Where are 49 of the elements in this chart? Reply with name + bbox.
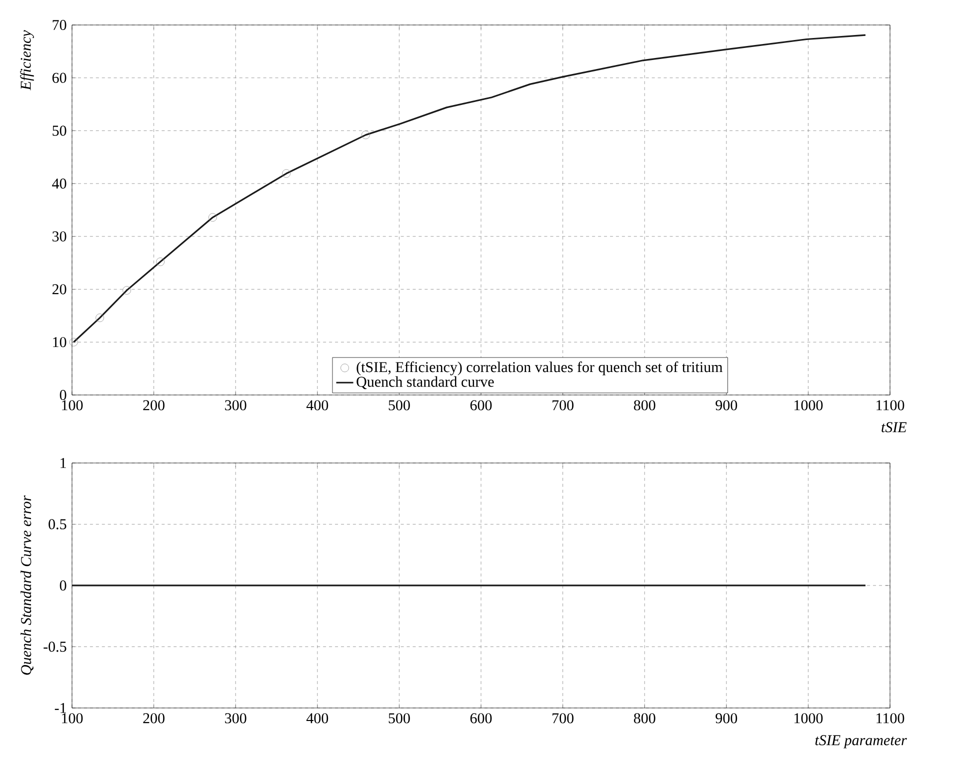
x-tick-label: 900 [716, 713, 738, 724]
y-axis-title: Quench Standard Curve error [20, 495, 34, 675]
x-tick-label: 100 [62, 713, 83, 724]
x-tick-label: 600 [470, 400, 492, 410]
x-tick-label: 400 [306, 713, 328, 724]
point [122, 286, 132, 295]
x-tick-label: 800 [634, 713, 656, 724]
x-tick-label: 1100 [876, 400, 904, 410]
point [361, 130, 370, 140]
point [96, 314, 104, 322]
point [208, 213, 217, 222]
x-tick-label: 200 [143, 713, 164, 724]
legend-label: (tSIE, Efficiency) correlation values for quench set of tritium [356, 361, 723, 376]
y-tick-label: 40 [52, 178, 66, 189]
y-tick-label: -0.5 [44, 642, 66, 652]
y-tick-label: 60 [52, 72, 66, 83]
x-tick-label: 700 [552, 400, 574, 410]
y-tick-label: 50 [52, 126, 66, 136]
y-tick-label: 0 [60, 580, 66, 591]
x-tick-label: 500 [388, 713, 410, 724]
x-tick-label: 300 [225, 400, 246, 410]
x-tick-label: 500 [388, 400, 410, 410]
x-tick-label: 700 [552, 713, 574, 724]
x-tick-label: 600 [470, 713, 492, 724]
x-tick-label: 1100 [876, 713, 904, 724]
legend-label: Quench standard curve [356, 376, 494, 390]
y-tick-label: 20 [52, 284, 66, 294]
x-tick-label: 900 [716, 400, 738, 410]
line-series [72, 34, 866, 343]
x-axis-title: tSIE [882, 422, 907, 432]
y-tick-label: 1 [60, 458, 66, 468]
x-tick-label: 1000 [794, 713, 823, 724]
y-tick-label: 30 [52, 231, 66, 242]
y-axis-title: Efficiency [20, 30, 34, 90]
y-tick-label: 10 [53, 337, 66, 348]
x-tick-label: 300 [225, 713, 246, 724]
x-tick-label: 200 [143, 400, 164, 410]
x-tick-label: 400 [306, 400, 328, 410]
x-tick-label: 1000 [794, 400, 823, 410]
y-tick-label: 0.5 [48, 519, 66, 530]
y-tick-label: 70 [52, 20, 66, 30]
y-tick-label: -1 [54, 703, 66, 713]
point [282, 169, 291, 178]
y-tick-label: 0 [60, 390, 66, 400]
point [69, 338, 78, 346]
x-tick-label: 800 [634, 400, 656, 410]
x-tick-label: 100 [62, 400, 83, 410]
point [156, 258, 165, 266]
x-axis-title: tSIE parameter [815, 735, 907, 748]
